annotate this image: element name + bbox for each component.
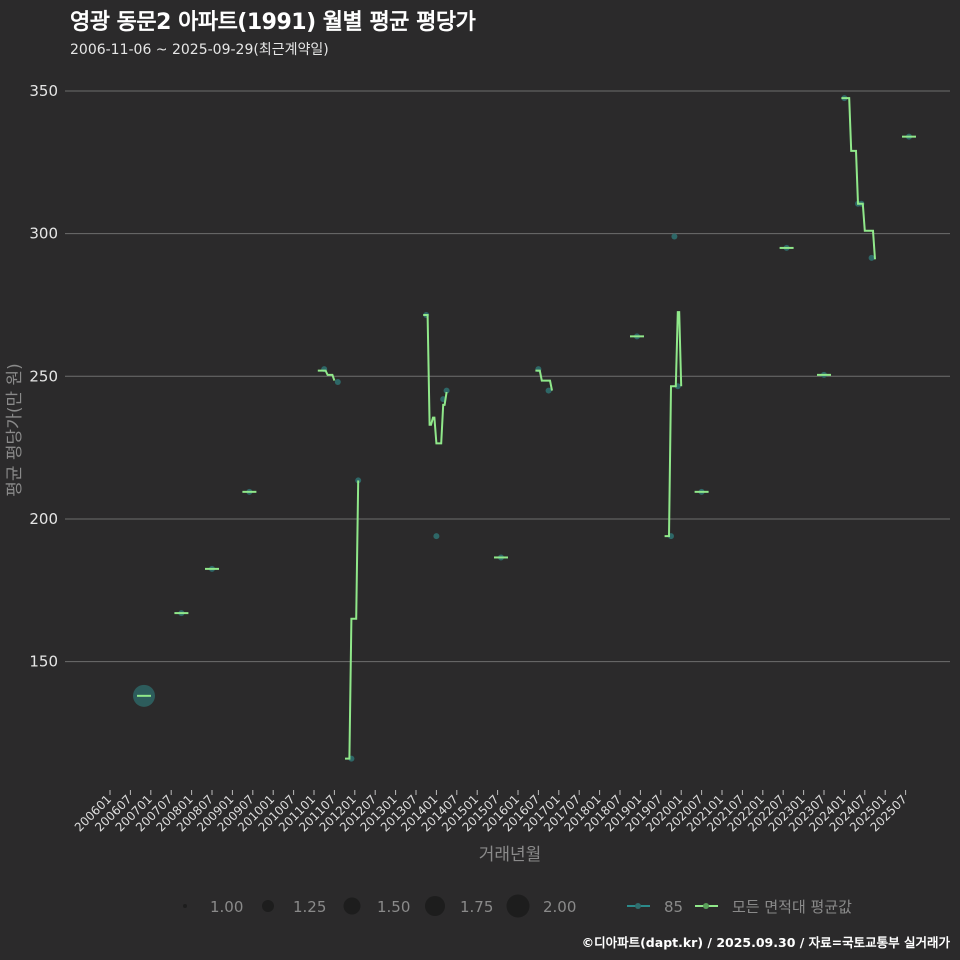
legend-size-swatch	[506, 894, 530, 918]
y-axis: 150 200 250 300 350	[29, 82, 58, 671]
gridlines	[65, 90, 950, 663]
y-axis-label: 평균 평당가(만 원)	[5, 363, 25, 497]
legend-85-label: 85	[664, 898, 683, 916]
y-tick-label: 200	[29, 510, 58, 528]
average-segment	[664, 311, 683, 538]
x-axis: 2006012006072007012007072008012008072009…	[72, 790, 910, 835]
chart-title: 영광 동문2 아파트(1991) 월별 평균 평당가	[70, 10, 476, 35]
legend-size-label: 2.00	[543, 898, 576, 916]
average-segment	[841, 97, 876, 260]
chart-subtitle: 2006-11-06 ~ 2025-09-29(최근계약일)	[70, 42, 329, 58]
y-tick-label: 350	[29, 82, 58, 100]
legend-size-swatch	[183, 904, 187, 908]
legend-size-label: 1.00	[210, 898, 243, 916]
average-segment	[345, 480, 360, 760]
legend: 1.00 1.25 1.50 1.75 2.00 85 모든 면적대 평균값	[183, 894, 852, 918]
legend-size-label: 1.75	[460, 898, 493, 916]
average-segment	[317, 369, 336, 381]
data-point	[545, 387, 552, 394]
y-tick-label: 250	[29, 367, 58, 385]
legend-avg-dot	[703, 903, 709, 909]
y-tick-label: 300	[29, 225, 58, 243]
legend-size-label: 1.25	[293, 898, 326, 916]
average-segment	[535, 369, 553, 391]
legend-size-swatch	[262, 900, 274, 912]
data-point	[868, 254, 875, 261]
average-segment	[423, 313, 448, 445]
legend-size-swatch	[343, 897, 361, 915]
data-point	[334, 379, 341, 386]
legend-size-swatch	[425, 896, 445, 916]
source-caption: ©디아파트(dapt.kr) / 2025.09.30 / 자료=국토교통부 실…	[581, 935, 950, 950]
data-point	[671, 233, 678, 240]
legend-size-label: 1.50	[377, 898, 410, 916]
average-line	[137, 97, 916, 760]
data-point	[443, 387, 450, 394]
y-tick-label: 150	[29, 653, 58, 671]
x-axis-label: 거래년월	[479, 845, 542, 865]
legend-85-dot	[635, 903, 641, 909]
data-point	[433, 533, 440, 540]
legend-avg-label: 모든 면적대 평균값	[732, 898, 852, 916]
